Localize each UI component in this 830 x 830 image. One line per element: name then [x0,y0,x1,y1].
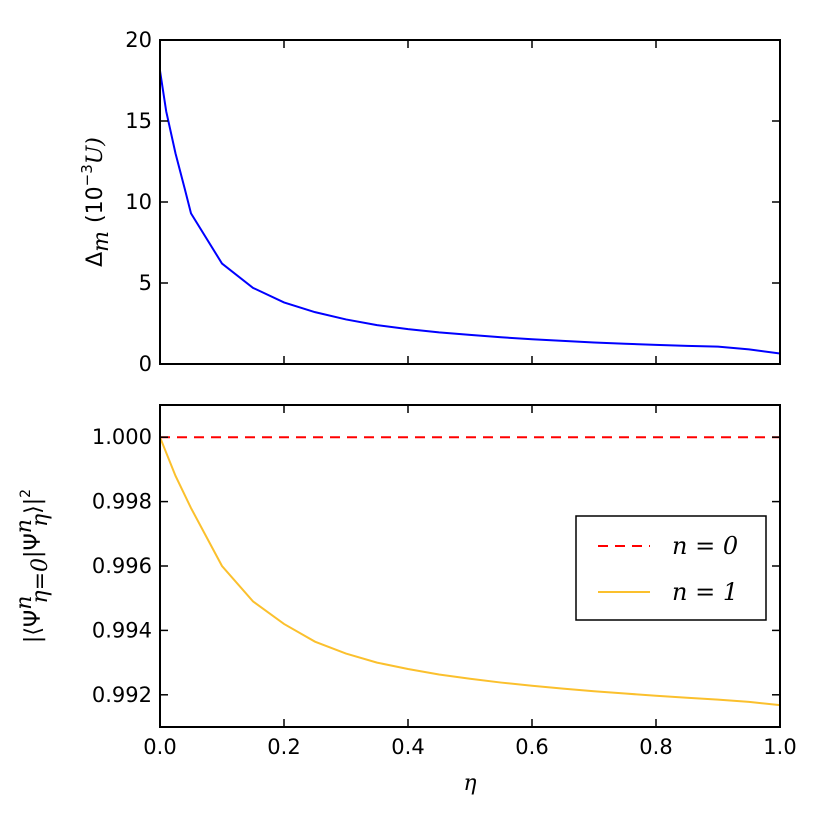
legend-label-0: n = 0 [672,532,738,560]
overlap-xtick-label: 1.0 [763,735,796,759]
overlap-ylabel-sup1: n [12,596,37,610]
overlap-ylabel: |⟨Ψnη=0|Ψnη⟩|2 [12,489,53,643]
legend-box [575,515,767,621]
overlap-panel: 0.992 0.994 0.996 0.998 1.000 0.0 0.2 0.4 0.6 0.8… [92,404,797,759]
overlap-ylabel-sup2: n [12,519,37,533]
overlap-ylabel-close: ⟩| [21,498,46,514]
overlap-legend: n = 0 n = 1 [575,515,767,621]
overlap-ytick-label: 0.996 [92,554,152,578]
overlap-ytick-label: 1.000 [92,425,152,449]
gap-ytick-label: 5 [139,271,152,295]
overlap-ylabel-sub1: η=0 [28,558,53,604]
overlap-ylabel-sub2: η [28,514,53,527]
overlap-ylabel-mid: |Ψ [21,533,46,558]
gap-panel: 0 5 10 15 20 [125,28,781,376]
svg-text:|⟨Ψnη=0|Ψnη⟩|2: |⟨Ψnη=0|Ψnη⟩|2 [12,489,53,643]
gap-ytick-label: 20 [125,28,152,52]
gap-ylabel-unit-exp: −3 [78,164,96,186]
gap-ylabel-unit-prefix: (10 [83,186,108,223]
overlap-xtick-label: 0.6 [515,735,548,759]
gap-axes-frame [159,39,781,365]
overlap-ytick-label: 0.998 [92,490,152,514]
gap-ylabel-subscript: m [89,231,114,252]
overlap-xtick-label: 0.2 [267,735,300,759]
svg-text:Δm(10−3U): Δm (10−3U) [78,137,114,267]
gap-ylabel: Δm (10−3U) [78,137,114,267]
gap-ytick-label: 10 [125,190,152,214]
gap-ylabel-unit-suffix: U) [83,137,108,164]
x-axis-label: η [463,771,476,796]
legend-label-1: n = 1 [672,578,738,606]
overlap-ylabel-sup3: 2 [18,489,34,498]
gap-ylabel-symbol: Δ [83,252,108,267]
overlap-ylabel-open: |⟨Ψ [21,610,46,643]
overlap-xtick-label: 0.4 [391,735,424,759]
gap-series-0-line [160,70,780,355]
gap-ytick-label: 15 [125,109,152,133]
overlap-xtick-label: 0.0 [143,735,176,759]
overlap-ytick-label: 0.994 [92,618,152,642]
overlap-ytick-label: 0.992 [92,683,152,707]
overlap-series-n-1-line [160,436,780,707]
gap-ytick-label: 0 [139,352,152,376]
overlap-xtick-label: 0.8 [639,735,672,759]
